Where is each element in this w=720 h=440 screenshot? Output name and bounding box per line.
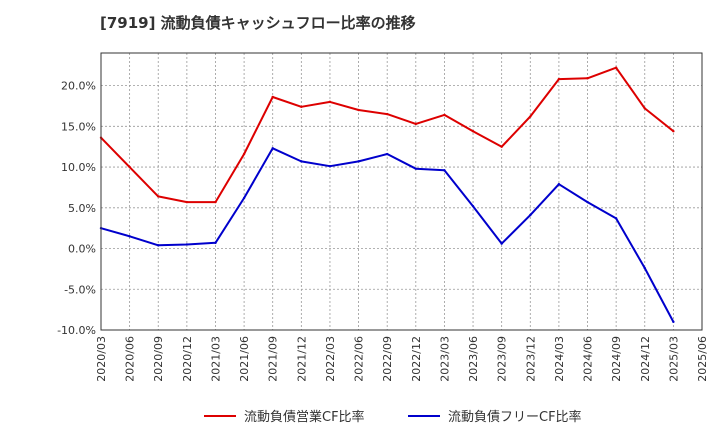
x-tick-label: 2022/12 (410, 336, 423, 382)
x-tick-labels: 2020/03 2020/06 2020/09 2020/12 2021/03 2021/… (95, 336, 709, 382)
x-tick-label: 2025/06 (696, 336, 709, 382)
y-tick-label: 15.0% (61, 120, 96, 133)
y-tick-label: 20.0% (61, 80, 96, 93)
data-point (500, 145, 503, 148)
data-point (586, 77, 589, 80)
data-point (471, 204, 475, 208)
x-tick-label: 2021/03 (209, 336, 222, 382)
data-point (328, 100, 332, 104)
chart-title: [7919] 流動負債キャッシュフロー比率の推移 (100, 14, 416, 32)
data-point (385, 152, 389, 156)
data-point (672, 320, 675, 324)
data-point (157, 195, 160, 198)
x-tick-label: 2020/06 (124, 336, 137, 382)
data-point (300, 105, 303, 108)
data-point (643, 107, 646, 110)
data-point (414, 167, 418, 170)
x-tick-label: 2020/12 (181, 336, 194, 382)
data-point (643, 266, 646, 270)
data-point (672, 130, 675, 133)
data-point (443, 113, 446, 117)
data-point (385, 112, 389, 116)
data-point (586, 200, 589, 204)
legend: 流動負債営業CF比率 流動負債フリーCF比率 (204, 409, 582, 425)
x-tick-label: 2021/12 (295, 336, 308, 382)
data-point (157, 244, 160, 247)
data-point (214, 241, 217, 245)
x-tick-label: 2024/09 (610, 336, 623, 382)
x-tick-label: 2022/03 (324, 336, 337, 382)
data-point (271, 147, 274, 150)
x-tick-label: 2020/03 (95, 336, 108, 382)
data-point (128, 165, 131, 169)
data-point (557, 182, 561, 186)
x-tick-label: 2023/09 (496, 336, 509, 382)
data-point (185, 243, 189, 246)
x-tick-label: 2024/06 (582, 336, 595, 382)
data-point (614, 217, 618, 220)
data-point (500, 242, 503, 245)
data-point (529, 115, 532, 118)
x-tick-label: 2021/09 (267, 336, 280, 382)
y-tick-label: -5.0% (64, 283, 96, 296)
legend-label: 流動負債フリーCF比率 (448, 409, 582, 425)
data-point (128, 235, 131, 238)
x-tick-label: 2023/06 (467, 336, 480, 382)
data-point (471, 130, 475, 133)
data-point (357, 108, 360, 112)
y-tick-label: -10.0% (57, 324, 96, 337)
data-point (214, 200, 217, 204)
x-tick-label: 2023/03 (438, 336, 451, 382)
data-point (614, 66, 618, 69)
data-point (529, 213, 532, 217)
data-point (300, 160, 303, 163)
x-tick-label: 2020/09 (152, 336, 165, 382)
y-tick-label: 0.0% (68, 243, 96, 256)
x-tick-label: 2024/12 (639, 336, 652, 382)
plot-frame (100, 52, 703, 331)
data-point (328, 165, 332, 168)
y-tick-label: 10.0% (61, 161, 96, 174)
data-point (443, 169, 446, 172)
legend-label: 流動負債営業CF比率 (244, 409, 365, 425)
x-tick-label: 2022/06 (353, 336, 366, 382)
x-tick-label: 2024/03 (553, 336, 566, 382)
data-point (242, 196, 246, 200)
y-tick-labels: 20.0% 15.0% 10.0% 5.0% 0.0% -5.0% -10.0% (57, 80, 96, 337)
x-tick-label: 2023/12 (524, 336, 537, 382)
data-point (557, 77, 561, 81)
series-lines (99, 66, 675, 324)
x-tick-label: 2022/09 (381, 336, 394, 382)
x-tick-label: 2025/03 (667, 336, 680, 382)
data-point (414, 122, 418, 126)
y-tick-label: 5.0% (68, 202, 96, 215)
data-point (271, 95, 274, 99)
data-point (185, 200, 189, 204)
x-tick-label: 2021/06 (238, 336, 251, 382)
grid-lines (100, 53, 703, 331)
data-point (242, 152, 246, 156)
data-point (357, 160, 360, 163)
